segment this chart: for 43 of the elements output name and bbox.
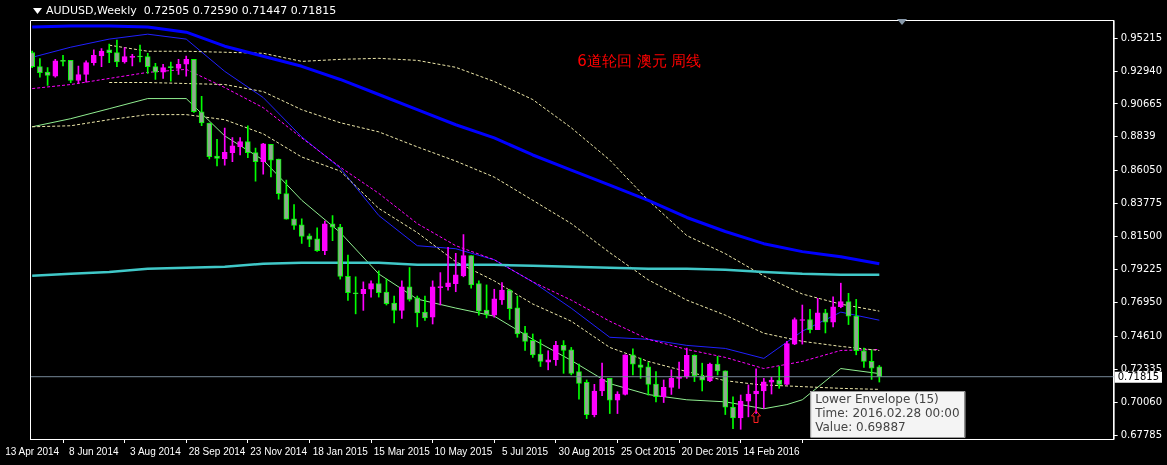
y-tick-label: 0.79225 [1120, 263, 1163, 275]
candlestick [776, 366, 783, 389]
y-tick-label: 0.72335 [1120, 362, 1163, 374]
y-tick-label: 0.81500 [1120, 230, 1163, 242]
x-tick-label: 25 Oct 2015 [621, 445, 676, 457]
y-tick-label: 0.95215 [1120, 31, 1163, 43]
y-tick-label: 0.67785 [1120, 428, 1163, 440]
candlestick [452, 253, 459, 293]
y-tick-label: 0.86050 [1120, 164, 1163, 176]
x-tick-label: 23 Nov 2014 [250, 445, 308, 457]
y-tick-label: 0.83775 [1120, 197, 1163, 209]
x-tick-label: 3 Aug 2014 [130, 445, 182, 457]
candlestick [545, 350, 551, 371]
x-tick-label: 28 Sep 2014 [188, 445, 246, 457]
candlestick [699, 362, 706, 392]
x-tick-label: 20 Dec 2015 [681, 445, 739, 457]
x-tick-label: 30 Aug 2015 [558, 445, 616, 457]
annotation: Lower Envelope (15) Time: 2016.02.28 00:00 Value: 0.69887 [814, 392, 960, 435]
candlestick [137, 44, 143, 63]
y-tick-label: 0.92940 [1120, 64, 1163, 76]
y-tick-label: 0.76950 [1120, 296, 1163, 308]
candlestick [214, 138, 220, 167]
x-tick-label: 10 May 2015 [434, 445, 493, 457]
x-tick-label: 14 Feb 2016 [743, 445, 801, 457]
annotation: 6道轮回 澳元 周线 [577, 51, 702, 70]
candlestick [129, 53, 136, 67]
y-tick-label: 0.74610 [1120, 329, 1163, 341]
y-tick-label: 0.70060 [1120, 395, 1163, 407]
y-tick-label: 0.8839 [1120, 130, 1156, 142]
x-tick-label: 8 Jun 2014 [69, 445, 119, 457]
candlestick [676, 361, 682, 389]
line-series [108, 44, 880, 312]
candlestick [422, 295, 428, 321]
chart-title: AUDUSD,Weekly 0.72505 0.72590 0.71447 0.71815 [46, 3, 337, 17]
ref-line-label: 0.71815 [1117, 371, 1160, 383]
line-series [108, 82, 880, 351]
candlestick [837, 282, 844, 309]
x-tick-label: 18 Jan 2015 [312, 445, 369, 457]
x-tick-label: 13 Apr 2014 [5, 445, 60, 457]
y-tick-label: 0.90665 [1120, 97, 1163, 109]
candlestick [221, 127, 228, 166]
x-tick-label: 5 Jul 2015 [501, 445, 549, 457]
x-tick-label: 15 Mar 2015 [373, 445, 431, 457]
